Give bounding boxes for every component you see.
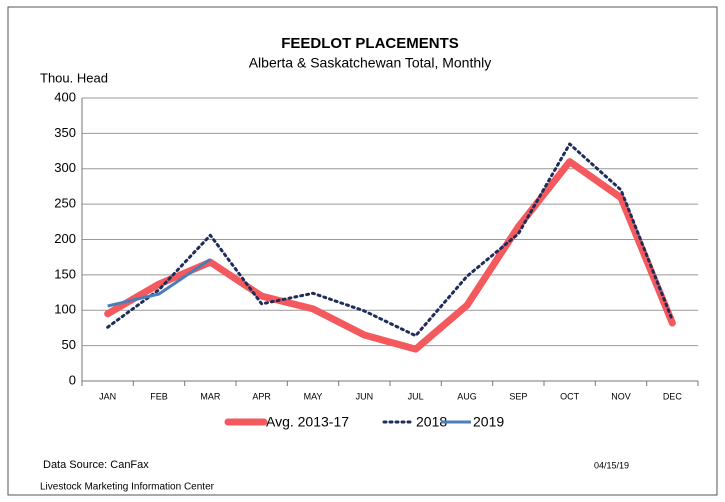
y-tick-label: 100 bbox=[54, 302, 76, 317]
source: Data Source: CanFax bbox=[43, 459, 149, 471]
y-tick-label: 300 bbox=[54, 160, 76, 175]
chart-subtitle: Alberta & Saskatchewan Total, Monthly bbox=[249, 55, 492, 71]
y-axis-label: Thou. Head bbox=[40, 70, 108, 85]
x-tick-label: JUL bbox=[408, 391, 424, 401]
y-tick-label: 400 bbox=[54, 89, 76, 104]
y-tick-label: 350 bbox=[54, 125, 76, 140]
y-tick-label: 50 bbox=[62, 337, 76, 352]
legend-label: Avg. 2013-17 bbox=[266, 414, 349, 430]
y-tick-label: 200 bbox=[54, 231, 76, 246]
x-tick-label: NOV bbox=[611, 391, 631, 401]
series-line bbox=[107, 258, 212, 308]
x-tick-label: AUG bbox=[457, 391, 477, 401]
x-tick-label: JAN bbox=[99, 391, 116, 401]
frame bbox=[7, 6, 718, 496]
date: 04/15/19 bbox=[594, 460, 629, 470]
chart-title: FEEDLOT PLACEMENTS bbox=[281, 35, 459, 52]
x-tick-label: JUN bbox=[356, 391, 374, 401]
credit: Livestock Marketing Information Center bbox=[40, 482, 215, 493]
series-line bbox=[106, 142, 674, 338]
x-tick-label: OCT bbox=[560, 391, 580, 401]
legend-label: 2019 bbox=[473, 414, 504, 430]
y-tick-label: 250 bbox=[54, 196, 76, 211]
y-tick-label: 150 bbox=[54, 266, 76, 281]
x-tick-label: APR bbox=[252, 391, 271, 401]
x-tick-label: FEB bbox=[150, 391, 168, 401]
x-tick-label: MAY bbox=[304, 391, 323, 401]
legend-label: 2018 bbox=[416, 414, 447, 430]
x-tick-label: DEC bbox=[663, 391, 683, 401]
x-tick-label: MAR bbox=[200, 391, 221, 401]
x-tick-label: SEP bbox=[509, 391, 527, 401]
y-tick-label: 0 bbox=[69, 372, 76, 387]
